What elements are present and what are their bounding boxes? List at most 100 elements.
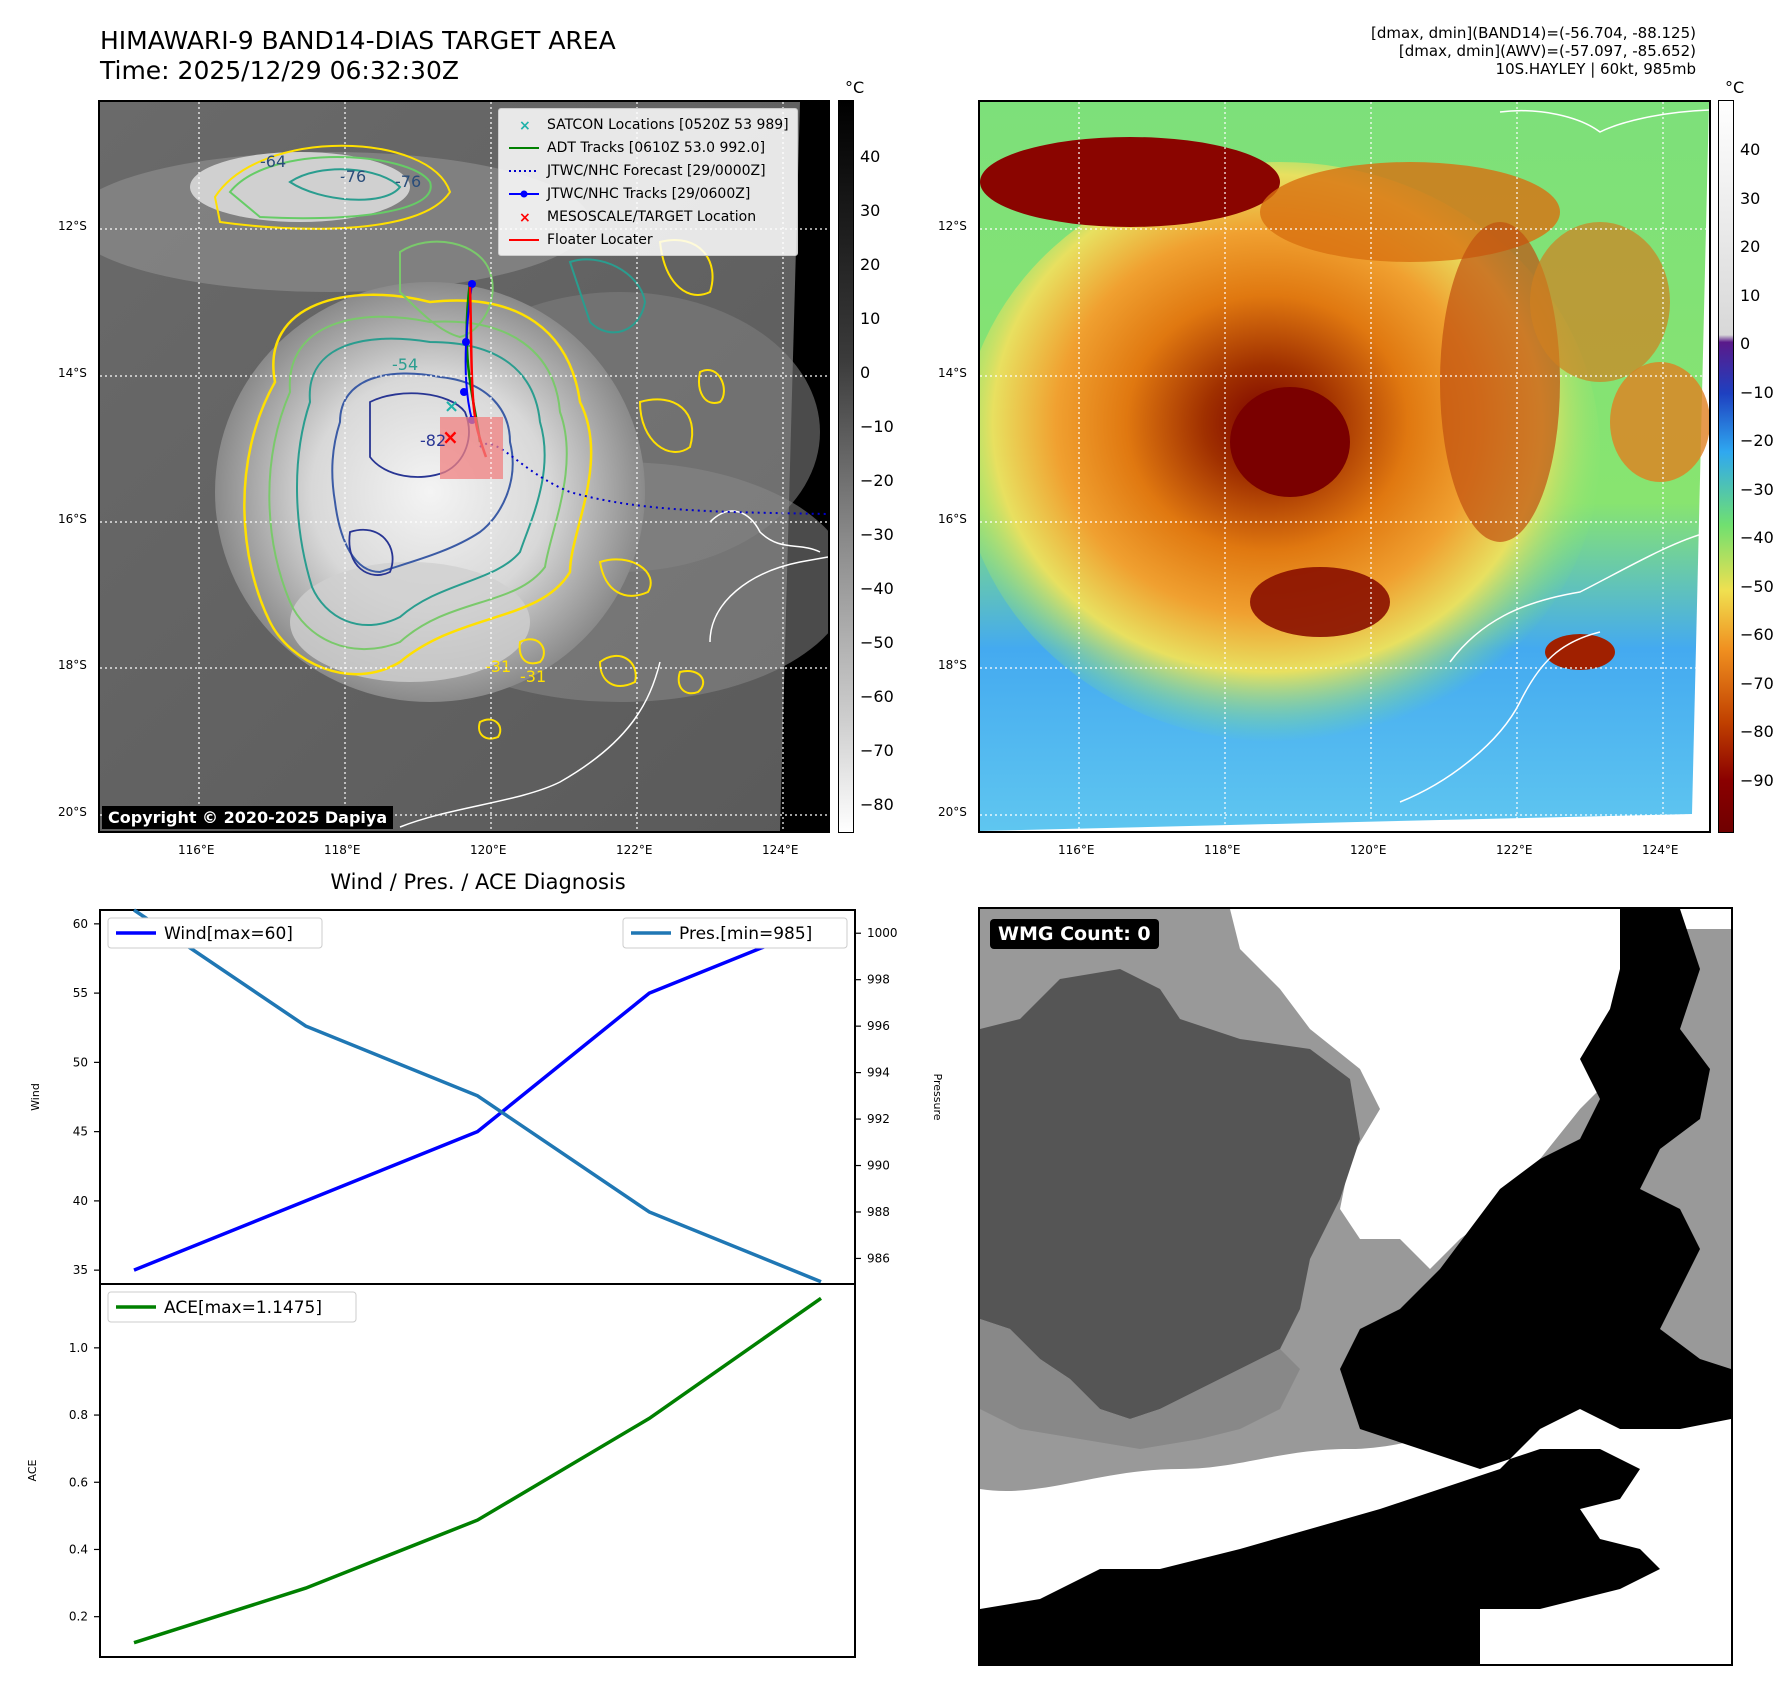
info-line-awv: [dmax, dmin](AWV)=(-57.097, -85.652) (1398, 42, 1696, 60)
contour-label: -76 (340, 167, 366, 186)
colorbar-tick: −40 (1740, 528, 1774, 547)
dotted-line-icon (507, 164, 541, 178)
y2-tick-label: 998 (867, 973, 890, 987)
colorbar-tick: −50 (1740, 577, 1774, 596)
legend-pressure-label: Pres.[min=985] (679, 924, 812, 944)
info-line-storm: 10S.HAYLEY | 60kt, 985mb (1495, 60, 1696, 78)
y-tick-label: 50 (73, 1055, 88, 1069)
lon-label: 124°E (762, 843, 799, 857)
colorbar-tick: −90 (1740, 771, 1774, 790)
legend-ace-box (107, 1291, 357, 1323)
colorbar-tick: −30 (1740, 480, 1774, 499)
colorbar-tick: 10 (860, 309, 881, 328)
y-tick-label: 60 (73, 917, 88, 931)
colorbar-tick: 0 (860, 363, 871, 382)
wmg-map-svg (980, 909, 1731, 1664)
legend-item-jtwc-tracks: JTWC/NHC Tracks [29/0600Z] (507, 182, 789, 205)
y-tick-label: 0.6 (69, 1475, 88, 1489)
lon-label: 116°E (1058, 843, 1095, 857)
x-marker-icon: × (507, 118, 541, 134)
chart-title: Wind / Pres. / ACE Diagnosis (330, 870, 625, 894)
contour-label: -64 (260, 152, 286, 171)
y-axis-label: ACE (26, 1459, 39, 1481)
legend-item-target: × MESOSCALE/TARGET Location (507, 205, 789, 228)
lon-label: 122°E (616, 843, 653, 857)
lon-label: 118°E (1204, 843, 1241, 857)
colorbar-tick: 40 (1740, 140, 1761, 159)
ir-color-map-svg (980, 102, 1709, 831)
line-dot-marker-icon (507, 187, 541, 201)
wmg-map: WMG Count: 0 (978, 907, 1733, 1666)
legend-item-satcon: × SATCON Locations [0520Z 53 989] (507, 113, 789, 136)
lon-label: 120°E (470, 843, 507, 857)
line-marker-icon (507, 233, 541, 247)
colorbar-tick: −10 (860, 417, 894, 436)
figure-title: HIMAWARI-9 BAND14-DIAS TARGET AREA (100, 26, 616, 55)
colorbar-tick: −10 (1740, 383, 1774, 402)
colorbar-tick: 20 (1740, 237, 1761, 256)
colorbar-gray-ticks: 40 30 20 10 0 −10 −20 −30 −40 −50 −60 −7… (860, 100, 920, 833)
colorbar-tick: −20 (860, 471, 894, 490)
legend-pressure-box (622, 917, 848, 949)
info-block: [dmax, dmin](BAND14)=(-56.704, -88.125) … (1371, 24, 1696, 78)
plot-frame-ace (99, 1283, 856, 1658)
colorbar-tick: −40 (860, 579, 894, 598)
contour-label: -82 (420, 431, 446, 450)
lon-label: 120°E (1350, 843, 1387, 857)
svg-text:×: × (519, 118, 531, 132)
y-tick-label: 0.2 (69, 1610, 88, 1624)
y2-tick-label: 996 (867, 1019, 890, 1033)
y2-tick-label: 994 (867, 1066, 890, 1080)
y-tick-label: 40 (73, 1194, 88, 1208)
map-legend: × SATCON Locations [0520Z 53 989] ADT Tr… (498, 108, 798, 256)
lat-label: 18°S (938, 658, 967, 672)
lon-label: 122°E (1496, 843, 1533, 857)
colorbar-unit: °C (845, 78, 865, 97)
legend-label: JTWC/NHC Forecast [29/0000Z] (547, 162, 766, 179)
y-tick-label: 55 (73, 986, 88, 1000)
lat-label: 12°S (58, 219, 87, 233)
legend-wind-box (107, 917, 323, 949)
legend-label: ADT Tracks [0610Z 53.0 992.0] (547, 139, 766, 156)
legend-item-forecast: JTWC/NHC Forecast [29/0000Z] (507, 159, 789, 182)
svg-text:×: × (442, 425, 459, 449)
colorbar-tick: 0 (1740, 334, 1751, 353)
y-tick-label: 0.8 (69, 1408, 88, 1422)
y-tick-label: 35 (73, 1263, 88, 1277)
y2-axis-label: Pressure (931, 1074, 944, 1121)
colorbar-tick: −50 (860, 633, 894, 652)
y-axis-label: Wind (29, 1083, 42, 1111)
legend-ace-label: ACE[max=1.1475] (164, 1298, 322, 1318)
contour-label: -31 (520, 667, 546, 686)
colorbar-tick: −70 (860, 741, 894, 760)
colorbar-unit: °C (1725, 78, 1745, 97)
colorbar-color-ticks: 40 30 20 10 0 −10 −20 −30 −40 −50 −60 −7… (1740, 100, 1792, 833)
y2-tick-label: 1000 (867, 926, 898, 940)
y-tick-label: 0.4 (69, 1542, 88, 1556)
legend-label: MESOSCALE/TARGET Location (547, 208, 757, 225)
figure-time: Time: 2025/12/29 06:32:30Z (100, 56, 459, 85)
legend-item-adt: ADT Tracks [0610Z 53.0 992.0] (507, 136, 789, 159)
colorbar-gray (838, 100, 854, 833)
colorbar-tick: 20 (860, 255, 881, 274)
ir-map-right (978, 100, 1711, 833)
wmg-count-badge: WMG Count: 0 (990, 919, 1159, 949)
colorbar-color (1718, 100, 1734, 833)
lat-label: 14°S (58, 366, 87, 380)
legend-item-floater: Floater Locater (507, 228, 789, 251)
wind-series-line (133, 922, 822, 1272)
y2-tick-label: 986 (867, 1251, 890, 1265)
y2-tick-label: 990 (867, 1159, 890, 1173)
colorbar-tick: −70 (1740, 674, 1774, 693)
contour-label: -31 (485, 657, 511, 676)
ir-map-left: × × -64 -76 -76 -54 -82 -31 -31 × SATCON… (98, 100, 830, 833)
lat-label: 20°S (58, 805, 87, 819)
lat-label: 18°S (58, 658, 87, 672)
legend-label: SATCON Locations [0520Z 53 989] (547, 116, 789, 133)
y2-tick-label: 988 (867, 1205, 890, 1219)
diagnosis-chart: Wind / Pres. / ACE Diagnosis 35 40 45 50 55 6… (26, 870, 944, 1658)
legend-wind-label: Wind[max=60] (164, 924, 293, 944)
colorbar-tick: 30 (1740, 189, 1761, 208)
info-line-band14: [dmax, dmin](BAND14)=(-56.704, -88.125) (1371, 24, 1696, 42)
pressure-series-line (133, 908, 822, 1284)
